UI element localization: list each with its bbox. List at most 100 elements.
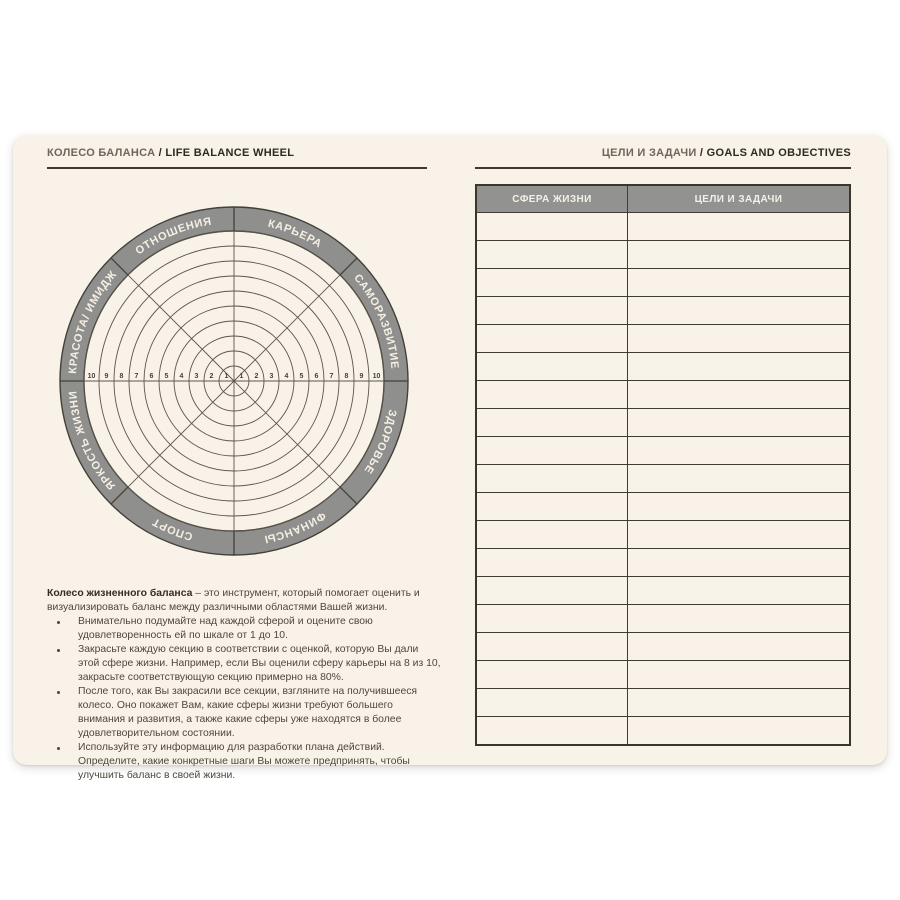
sphere-cell[interactable] — [475, 240, 628, 269]
sector-divider — [339, 486, 358, 505]
column-header-sphere: СФЕРА ЖИЗНИ — [475, 184, 628, 213]
table-row — [475, 352, 851, 381]
intro-paragraph: Колесо жизненного баланса – это инструме… — [47, 587, 441, 615]
scale-number: 1 — [225, 373, 229, 380]
wheel-spoke — [233, 380, 341, 488]
table-row — [475, 408, 851, 437]
scale-number: 10 — [88, 373, 96, 380]
sphere-cell[interactable] — [475, 716, 628, 746]
goals-cell[interactable] — [626, 436, 851, 465]
scale-number: 6 — [315, 373, 319, 380]
goals-cell[interactable] — [626, 296, 851, 325]
scale-number: 4 — [180, 373, 184, 380]
sector-divider — [110, 257, 129, 276]
sphere-cell[interactable] — [475, 492, 628, 521]
scale-number: 9 — [105, 373, 109, 380]
goals-cell[interactable] — [626, 576, 851, 605]
sphere-cell[interactable] — [475, 324, 628, 353]
instructions-block: Колесо жизненного баланса – это инструме… — [47, 587, 441, 783]
instruction-bullet: Внимательно подумайте над каждой сферой … — [47, 615, 441, 643]
scale-number: 2 — [255, 373, 259, 380]
goals-cell[interactable] — [626, 520, 851, 549]
sector-divider — [110, 486, 129, 505]
right-page-header: ЦЕЛИ И ЗАДАЧИ / GOALS AND OBJECTIVES — [475, 147, 851, 169]
scale-number: 6 — [150, 373, 154, 380]
goals-cell[interactable] — [626, 240, 851, 269]
sphere-cell[interactable] — [475, 296, 628, 325]
sphere-cell[interactable] — [475, 408, 628, 437]
sphere-cell[interactable] — [475, 464, 628, 493]
table-row — [475, 268, 851, 297]
goals-cell[interactable] — [626, 604, 851, 633]
sphere-cell[interactable] — [475, 380, 628, 409]
scale-number: 7 — [135, 373, 139, 380]
table-row — [475, 492, 851, 521]
table-row — [475, 604, 851, 633]
scale-number: 3 — [270, 373, 274, 380]
notebook-spread: КОЛЕСО БАЛАНСА / LIFE BALANCE WHEEL ЦЕЛИ… — [13, 135, 887, 781]
scale-number: 10 — [373, 373, 381, 380]
sphere-cell[interactable] — [475, 352, 628, 381]
goals-cell[interactable] — [626, 324, 851, 353]
scale-number: 2 — [210, 373, 214, 380]
table-row — [475, 240, 851, 269]
wheel-spoke — [127, 380, 235, 488]
scale-number: 8 — [120, 373, 124, 380]
goals-cell[interactable] — [626, 660, 851, 689]
sphere-cell[interactable] — [475, 436, 628, 465]
goals-cell[interactable] — [626, 548, 851, 577]
sphere-cell[interactable] — [475, 576, 628, 605]
scale-number: 5 — [165, 373, 169, 380]
sphere-cell[interactable] — [475, 268, 628, 297]
sphere-cell[interactable] — [475, 520, 628, 549]
goals-cell[interactable] — [626, 380, 851, 409]
sphere-cell[interactable] — [475, 604, 628, 633]
scale-number: 3 — [195, 373, 199, 380]
right-header-title-en: GOALS AND OBJECTIVES — [706, 147, 851, 159]
left-header-title-en: LIFE BALANCE WHEEL — [165, 147, 295, 159]
table-row — [475, 716, 851, 746]
wheel-grid: 1 1 2 2 3 3 4 4 5 5 6 6 7 7 8 8 9 9 10 10 — [60, 207, 408, 555]
goals-cell[interactable] — [626, 632, 851, 661]
scale-number: 5 — [300, 373, 304, 380]
table-row — [475, 324, 851, 353]
table-row — [475, 296, 851, 325]
goals-cell[interactable] — [626, 212, 851, 241]
goals-table: СФЕРА ЖИЗНИ ЦЕЛИ И ЗАДАЧИ — [475, 184, 851, 746]
wheel-spoke — [127, 274, 235, 382]
life-balance-wheel: 1 1 2 2 3 3 4 4 5 5 6 6 7 7 8 8 9 9 10 10 КАРЬЕРА САМОРАЗВИ… — [54, 201, 414, 561]
sphere-cell[interactable] — [475, 212, 628, 241]
scale-number: 9 — [360, 373, 364, 380]
goals-cell[interactable] — [626, 464, 851, 493]
scale-number: 1 — [240, 373, 244, 380]
wheel-spoke — [233, 274, 341, 382]
right-header-separator: / — [696, 147, 707, 159]
table-row — [475, 576, 851, 605]
sphere-cell[interactable] — [475, 660, 628, 689]
table-row — [475, 464, 851, 493]
table-row — [475, 660, 851, 689]
instruction-bullet: Используйте эту информацию для разработк… — [47, 741, 441, 783]
goals-cell[interactable] — [626, 352, 851, 381]
instruction-bullet: После того, как Вы закрасили все секции,… — [47, 685, 441, 741]
goals-cell[interactable] — [626, 408, 851, 437]
instruction-bullet: Закрасьте каждую секцию в соответствии с… — [47, 643, 441, 685]
table-row — [475, 632, 851, 661]
sphere-cell[interactable] — [475, 688, 628, 717]
column-header-goals: ЦЕЛИ И ЗАДАЧИ — [626, 184, 851, 213]
goals-cell[interactable] — [626, 688, 851, 717]
sphere-cell[interactable] — [475, 548, 628, 577]
intro-text: – это инструмент, который помогает оцени… — [47, 588, 420, 613]
scale-number: 7 — [330, 373, 334, 380]
goals-cell[interactable] — [626, 268, 851, 297]
left-page-header: КОЛЕСО БАЛАНСА / LIFE BALANCE WHEEL — [47, 147, 427, 169]
scale-number: 4 — [285, 373, 289, 380]
right-header-title-ru: ЦЕЛИ И ЗАДАЧИ — [601, 147, 697, 159]
table-row — [475, 548, 851, 577]
goals-cell[interactable] — [626, 492, 851, 521]
table-row — [475, 520, 851, 549]
scale-number: 8 — [345, 373, 349, 380]
goals-cell[interactable] — [626, 716, 851, 746]
sphere-cell[interactable] — [475, 632, 628, 661]
